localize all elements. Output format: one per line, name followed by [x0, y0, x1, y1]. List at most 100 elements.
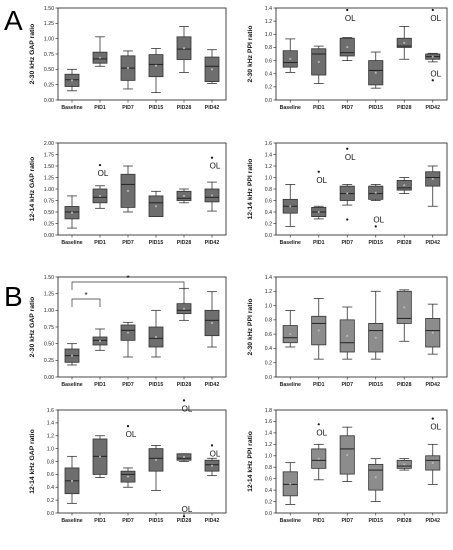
y-tick-label: 1.6: [265, 419, 272, 425]
box-mean-marker: [431, 55, 434, 58]
x-tick-label: PID15: [369, 240, 384, 246]
x-tick-label: PID15: [369, 105, 384, 111]
y-tick-label: 0.0: [265, 233, 272, 239]
plot-frame: [275, 276, 448, 378]
y-tick-label: 1.00: [44, 308, 54, 314]
x-tick-label: PID28: [177, 105, 192, 111]
box-pid28: [176, 188, 192, 204]
y-tick-label: 0.00: [44, 98, 54, 104]
outlier-label: OL: [98, 169, 109, 178]
box-pid28: [176, 25, 192, 73]
x-tick-label: PID15: [149, 518, 164, 524]
outlier-point: [374, 225, 377, 228]
box-pid42: [204, 291, 220, 348]
y-tick-label: 0.0: [265, 511, 272, 517]
box-mean-marker: [99, 56, 101, 59]
x-tick-label: PID1: [313, 105, 325, 111]
y-tick-label: 1.4: [265, 431, 272, 437]
x-tick-label: Baseline: [61, 105, 82, 111]
x-tick-label: Baseline: [280, 382, 301, 388]
box-pid42: [425, 52, 441, 63]
x-tick-label: PID1: [313, 382, 325, 388]
y-tick-label: 0.75: [44, 325, 54, 331]
y-tick-label: 1.75: [44, 152, 54, 158]
significance-bracket: [71, 298, 101, 307]
box-mean-marker: [317, 211, 320, 213]
x-tick-label: PID42: [205, 382, 220, 388]
box-mean-marker: [317, 60, 320, 63]
x-tick-label: PID1: [94, 105, 106, 111]
box-mean-marker: [374, 336, 377, 339]
y-tick-label: 1.50: [44, 275, 54, 281]
outlier-label: OL: [430, 423, 441, 432]
box-mean-marker: [183, 195, 185, 197]
box-mean-marker: [155, 205, 157, 208]
y-tick-label: 0.00: [44, 375, 54, 381]
box-pid7: [120, 321, 136, 358]
y-axis-label: 2-30 kHz GAP ratio: [29, 297, 36, 358]
y-tick-label: 1.25: [44, 21, 54, 27]
box-mean-marker: [71, 354, 73, 357]
y-tick-label: 0.4: [47, 485, 54, 491]
box-mean-marker: [317, 457, 320, 460]
box-pid15: [368, 290, 384, 360]
panel-label-a: A: [4, 5, 23, 36]
x-tick-label: PID7: [122, 105, 134, 111]
box-mean-marker: [127, 67, 129, 70]
y-tick-label: 0.8: [265, 318, 272, 324]
y-tick-label: 0.2: [47, 498, 54, 504]
y-tick-label: 0.75: [44, 52, 54, 58]
y-tick-label: 1.4: [265, 152, 272, 158]
y-tick-label: 1.0: [265, 32, 272, 38]
x-tick-label: PID15: [149, 105, 164, 111]
box-pid1: [92, 185, 108, 209]
x-tick-label: PID28: [397, 382, 412, 388]
box-pid7: [120, 50, 136, 90]
y-tick-label: 0.8: [265, 465, 272, 471]
box-mean-marker: [127, 331, 129, 334]
chart-7: 0.0 0.2 0.4 0.6 0.8 1.0 1.2 1.4 1.6 12-14 kHz GAP…: [29, 399, 227, 524]
x-tick-label: PID1: [94, 518, 106, 524]
box-pid7: [339, 426, 355, 482]
box-mean-marker: [155, 64, 157, 67]
x-tick-label: PID28: [177, 518, 192, 524]
x-tick-label: PID28: [177, 240, 192, 246]
x-tick-label: PID7: [341, 382, 353, 388]
x-tick-label: PID15: [149, 382, 164, 388]
plot-frame: [57, 276, 227, 378]
outlier-point: [431, 79, 434, 82]
y-tick-label: 1.6: [47, 408, 54, 414]
box-pid1: [311, 45, 327, 84]
outlier-point: [182, 399, 186, 402]
chart-3: 0.00 0.25 0.50 0.75 1.00 1.25 1.50 1.75 2.00 12-1…: [29, 141, 227, 246]
outlier-label: OL: [182, 505, 193, 514]
box-mean-marker: [431, 331, 434, 334]
y-tick-label: 0.2: [265, 85, 272, 91]
box-mean-marker: [71, 211, 73, 214]
outlier-label: OL: [373, 215, 384, 224]
chart-1: 0.00 0.25 0.50 0.75 1.00 1.25 1.50 2-30 kHz GAP…: [29, 6, 227, 111]
box-mean-marker: [183, 307, 185, 310]
x-tick-label: Baseline: [280, 518, 301, 524]
y-tick-label: 0.6: [265, 198, 272, 204]
plot-frame: [57, 142, 227, 236]
y-tick-label: 1.0: [265, 454, 272, 460]
y-tick-label: 1.4: [265, 275, 272, 281]
y-tick-label: 1.25: [44, 291, 54, 297]
plot-frame: [275, 142, 448, 236]
outlier-label: OL: [210, 449, 221, 458]
box-baseline: [282, 183, 298, 227]
outlier-point: [98, 163, 102, 167]
x-tick-label: PID42: [426, 240, 441, 246]
y-tick-label: 1.25: [44, 175, 54, 181]
outlier-point: [346, 218, 349, 221]
box-pid28: [396, 177, 412, 195]
x-tick-label: PID7: [341, 105, 353, 111]
y-tick-label: 0.4: [265, 346, 272, 352]
outlier-point: [182, 515, 186, 518]
x-tick-label: PID28: [397, 518, 412, 524]
x-tick-label: PID42: [426, 105, 441, 111]
x-tick-label: PID7: [122, 518, 134, 524]
significance-bracket: [71, 281, 185, 290]
y-tick-label: 0.8: [47, 459, 54, 465]
